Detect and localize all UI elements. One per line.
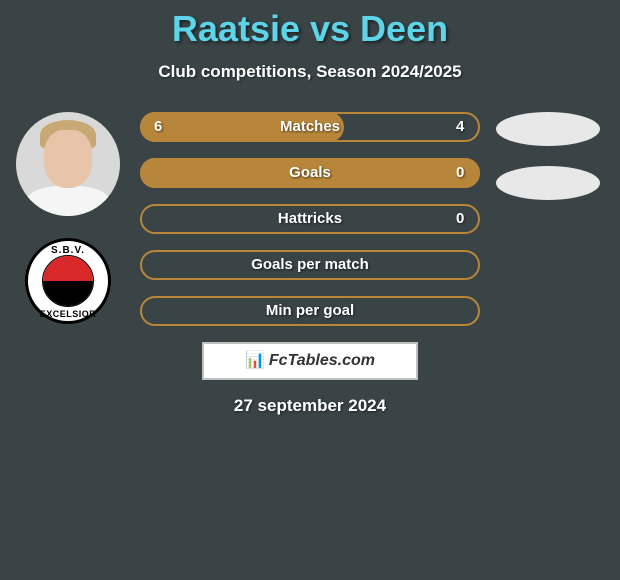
comparison-panel: S.B.V. EXCELSIOR 6Matches4Goals0Hattrick… (0, 112, 620, 326)
club-badge-bottom-text: EXCELSIOR (28, 309, 108, 319)
stat-row: 6Matches4 (140, 112, 480, 142)
player1-club-badge: S.B.V. EXCELSIOR (25, 238, 111, 324)
brand-badge: 📊FcTables.com (202, 342, 418, 380)
stat-row: Min per goal (140, 296, 480, 326)
stat-label: Hattricks (140, 204, 480, 234)
stat-label: Matches (140, 112, 480, 142)
stat-row: Hattricks0 (140, 204, 480, 234)
player2-column (488, 112, 608, 220)
player1-column: S.B.V. EXCELSIOR (8, 112, 128, 324)
player2-photo-placeholder (496, 112, 600, 146)
date-label: 27 september 2024 (0, 396, 620, 416)
stat-bars: 6Matches4Goals0Hattricks0Goals per match… (140, 112, 480, 326)
stat-right-value: 4 (456, 112, 476, 142)
stat-label: Goals (140, 158, 480, 188)
brand-text: FcTables.com (269, 352, 375, 369)
stat-label: Goals per match (140, 250, 480, 280)
stat-right-value: 0 (456, 158, 476, 188)
stat-row: Goals per match (140, 250, 480, 280)
player1-photo (16, 112, 120, 216)
stat-row: Goals0 (140, 158, 480, 188)
chart-icon: 📊 (245, 352, 265, 369)
subtitle: Club competitions, Season 2024/2025 (0, 62, 620, 82)
player2-club-placeholder (496, 166, 600, 200)
page-title: Raatsie vs Deen (0, 0, 620, 50)
stat-label: Min per goal (140, 296, 480, 326)
stat-right-value: 0 (456, 204, 476, 234)
